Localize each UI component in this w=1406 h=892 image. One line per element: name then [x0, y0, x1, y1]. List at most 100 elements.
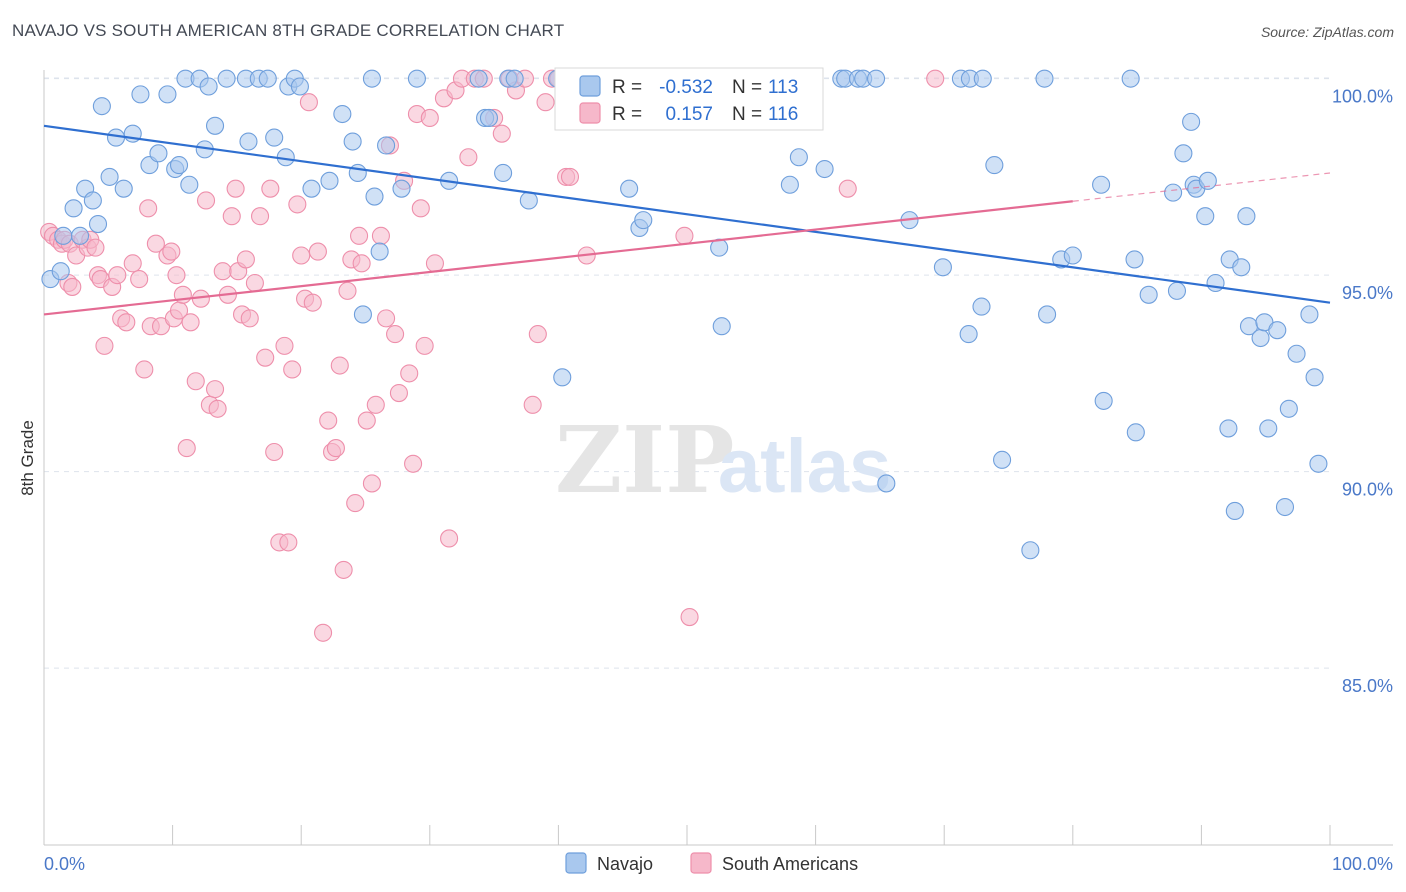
legend-r-label-1: R = [612, 77, 642, 98]
data-point [158, 85, 177, 104]
legend-swatch-navajo [579, 75, 601, 97]
data-point [352, 254, 371, 273]
data-point [177, 439, 196, 458]
data-point [146, 234, 165, 253]
data-point [348, 163, 367, 183]
data-point [180, 175, 199, 194]
data-point [494, 163, 513, 183]
data-point [411, 199, 430, 218]
data-point [135, 360, 154, 379]
y-tick-label: 95.0% [1342, 283, 1393, 303]
data-point [1125, 250, 1144, 269]
data-point [357, 411, 376, 430]
data-point [866, 69, 886, 88]
data-point [350, 226, 369, 245]
data-point [440, 529, 459, 548]
data-point [1219, 419, 1238, 438]
data-point [365, 187, 384, 206]
data-point [815, 159, 834, 179]
data-point [362, 474, 381, 493]
data-point [675, 226, 694, 245]
data-point [114, 179, 133, 198]
data-point [362, 69, 381, 88]
south-americans-points [40, 69, 945, 642]
data-point [425, 254, 444, 273]
watermark-atlas: atlas [718, 424, 891, 509]
data-point [523, 395, 542, 414]
data-point [245, 273, 264, 293]
data-point [371, 226, 390, 245]
legend-n-value-1: 113 [768, 77, 798, 98]
data-point [1121, 69, 1140, 88]
data-point [560, 167, 580, 186]
data-point [407, 69, 426, 88]
data-point [169, 156, 189, 175]
data-point [1182, 112, 1201, 131]
data-point [1167, 281, 1187, 300]
data-point [239, 132, 258, 151]
data-point [492, 124, 511, 143]
data-point [519, 191, 538, 210]
data-point [838, 179, 857, 198]
data-point [386, 325, 405, 344]
data-point [256, 348, 275, 367]
watermark-zip: ZIP [555, 406, 734, 514]
data-point [377, 309, 396, 328]
data-point [51, 262, 70, 281]
data-point [86, 238, 105, 257]
data-point [326, 439, 345, 458]
data-point [261, 179, 280, 198]
gridlines [44, 77, 1330, 669]
data-point [205, 380, 225, 399]
data-point [712, 317, 731, 336]
data-point [333, 104, 352, 124]
data-point [299, 93, 318, 112]
data-point [117, 313, 136, 332]
data-point [469, 69, 488, 88]
data-point [1309, 454, 1328, 473]
data-point [92, 97, 111, 116]
data-point [265, 442, 284, 462]
data-point [1251, 328, 1270, 348]
x-tick-label-min: 0.0% [44, 854, 85, 874]
data-point [1237, 207, 1256, 226]
data-point [505, 69, 524, 88]
bottom-legend-navajo: Navajo [597, 854, 653, 874]
data-point [314, 623, 333, 642]
data-point [1225, 501, 1244, 520]
data-point [1196, 207, 1215, 226]
data-point [528, 325, 547, 344]
data-point [1094, 391, 1113, 410]
data-point [100, 167, 119, 186]
data-point [319, 411, 338, 430]
data-point [290, 77, 309, 96]
data-point [302, 179, 321, 198]
data-point [404, 454, 423, 473]
data-point [167, 266, 186, 285]
data-point [1126, 423, 1145, 442]
data-point [236, 250, 255, 269]
data-point [162, 242, 181, 261]
data-point [131, 85, 150, 104]
legend-n-label-1: N = [732, 77, 762, 98]
data-point [1275, 497, 1295, 517]
data-point [959, 325, 978, 344]
data-point [320, 171, 339, 190]
data-point [240, 309, 259, 328]
data-point [199, 77, 218, 96]
bottom-legend-south: South Americans [722, 854, 858, 874]
data-point [985, 156, 1004, 175]
data-point [88, 215, 108, 234]
data-point [377, 136, 396, 155]
data-point [1287, 344, 1306, 363]
data-point [330, 356, 349, 375]
data-point [343, 132, 362, 151]
data-point [620, 179, 639, 198]
data-point [415, 336, 434, 355]
data-point [634, 211, 653, 230]
data-point [139, 199, 158, 218]
legend-r-value-2: 0.157 [665, 104, 713, 125]
data-point [1092, 175, 1111, 194]
data-point [993, 450, 1012, 469]
